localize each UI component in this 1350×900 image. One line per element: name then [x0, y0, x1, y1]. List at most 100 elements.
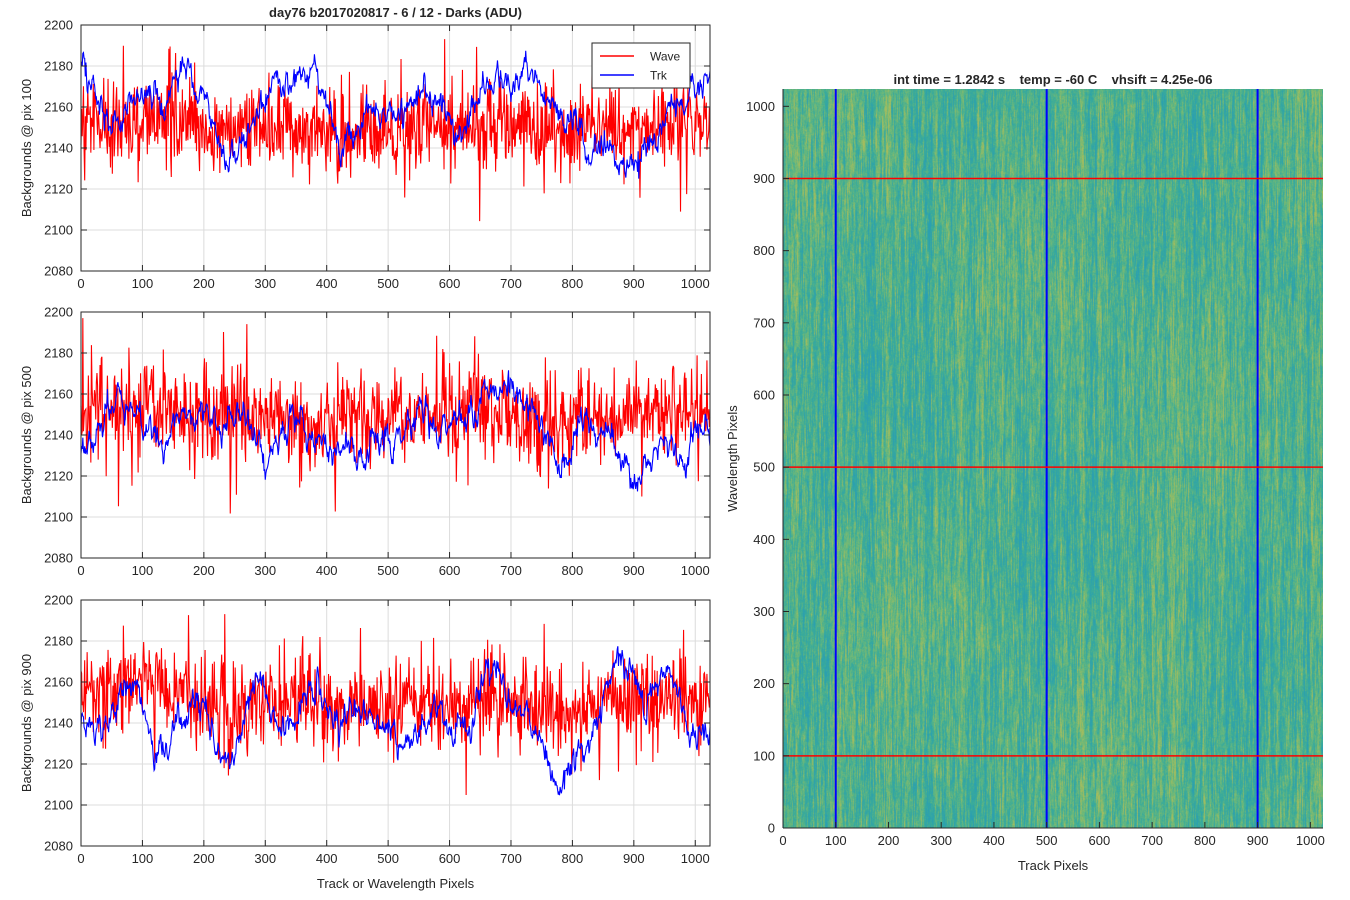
x-tick-label: 400: [316, 851, 338, 866]
y-tick-label: 0: [768, 821, 775, 836]
x-tick-label: 200: [193, 276, 215, 291]
x-tick-label: 1000: [681, 276, 710, 291]
y-tick-label: 2100: [44, 510, 73, 525]
x-tick-label: 600: [439, 563, 461, 578]
y-tick-label: 200: [753, 676, 775, 691]
x-tick-label: 0: [779, 833, 786, 848]
y-tick-label: 2120: [44, 757, 73, 772]
x-tick-label: 100: [825, 833, 847, 848]
y-tick-label: 2180: [44, 634, 73, 649]
x-axis-label: Track Pixels: [1018, 858, 1089, 873]
legend-box: [591, 42, 691, 89]
y-tick-label: 2080: [44, 264, 73, 279]
y-tick-label: 2100: [44, 223, 73, 238]
x-tick-label: 0: [77, 851, 84, 866]
y-tick-label: 2200: [44, 305, 73, 320]
x-tick-label: 700: [500, 563, 522, 578]
x-tick-label: 200: [193, 851, 215, 866]
y-tick-label: 2160: [44, 387, 73, 402]
y-tick-label: 500: [753, 460, 775, 475]
series-line-trk: [80, 50, 711, 179]
x-tick-label: 300: [254, 276, 276, 291]
y-tick-label: 2140: [44, 141, 73, 156]
axes-pix500: 0 100 200 300 400 500 600 700 800 900 1000 2080 2100…: [19, 305, 711, 578]
y-tick-label: 2160: [44, 675, 73, 690]
legend-label-wave: Wave: [650, 50, 681, 64]
x-tick-label: 1000: [1296, 833, 1325, 848]
chart-title: int time = 1.2842 s temp = -60 C vhsift …: [893, 72, 1212, 87]
x-tick-label: 800: [562, 851, 584, 866]
x-tick-label: 200: [193, 563, 215, 578]
series-line-wave: [80, 614, 711, 796]
y-tick-label: 2180: [44, 59, 73, 74]
x-tick-label: 700: [500, 276, 522, 291]
axes-heatmap: 0 100 200 300 400 500 600 700 800 900 1000 0 100 200 3…: [725, 72, 1325, 873]
y-axis-label: Backgrounds @ pix 900: [19, 654, 34, 792]
x-tick-label: 600: [1089, 833, 1111, 848]
x-tick-label: 400: [316, 563, 338, 578]
x-tick-label: 0: [77, 563, 84, 578]
x-tick-label: 500: [377, 563, 399, 578]
legend: Wave Trk: [591, 42, 691, 89]
series-line-wave: [80, 39, 711, 222]
x-tick-label: 500: [377, 276, 399, 291]
series-line-trk: [80, 370, 711, 492]
x-tick-label: 300: [930, 833, 952, 848]
x-tick-label: 100: [132, 851, 154, 866]
x-tick-label: 1000: [681, 563, 710, 578]
x-tick-label: 200: [878, 833, 900, 848]
y-tick-label: 700: [753, 315, 775, 330]
x-tick-label: 800: [562, 563, 584, 578]
series-line-wave: [80, 318, 711, 514]
x-tick-label: 500: [1036, 833, 1058, 848]
chart-title: day76 b2017020817 - 6 / 12 - Darks (ADU): [269, 5, 522, 20]
heatmap-image: [783, 89, 1323, 828]
x-tick-label: 100: [132, 563, 154, 578]
y-tick-label: 300: [753, 604, 775, 619]
x-tick-label: 900: [1247, 833, 1269, 848]
x-tick-label: 600: [439, 276, 461, 291]
y-tick-label: 100: [753, 748, 775, 763]
y-tick-label: 2120: [44, 469, 73, 484]
y-tick-label: 2200: [44, 593, 73, 608]
y-tick-label: 2200: [44, 18, 73, 33]
y-tick-label: 800: [753, 243, 775, 258]
y-tick-label: 900: [753, 171, 775, 186]
y-tick-label: 400: [753, 532, 775, 547]
y-axis-label: Backgrounds @ pix 100: [19, 79, 34, 217]
x-tick-label: 700: [500, 851, 522, 866]
axes-pix100: 0 100 200 300 400 500 600 700 800 900 1000 2080 2100…: [19, 5, 711, 291]
y-tick-label: 2140: [44, 716, 73, 731]
legend-label-trk: Trk: [650, 69, 668, 83]
y-tick-label: 2160: [44, 100, 73, 115]
x-axis-label: Track or Wavelength Pixels: [317, 876, 475, 891]
y-tick-label: 2080: [44, 839, 73, 854]
x-tick-label: 300: [254, 563, 276, 578]
x-tick-label: 900: [623, 276, 645, 291]
y-axis-label: Backgrounds @ pix 500: [19, 366, 34, 504]
y-axis-label: Wavelength Pixels: [725, 405, 740, 512]
y-tick-label: 600: [753, 387, 775, 402]
y-tick-label: 2180: [44, 346, 73, 361]
x-tick-label: 600: [439, 851, 461, 866]
series-line-trk: [80, 646, 711, 796]
y-tick-label: 2140: [44, 428, 73, 443]
y-tick-label: 2120: [44, 182, 73, 197]
x-tick-label: 400: [316, 276, 338, 291]
x-tick-label: 0: [77, 276, 84, 291]
axes-pix900: 0 100 200 300 400 500 600 700 800 900 1000 2080 2100…: [19, 593, 711, 891]
x-tick-label: 400: [983, 833, 1005, 848]
x-tick-label: 1000: [681, 851, 710, 866]
x-tick-label: 800: [1194, 833, 1216, 848]
x-tick-label: 900: [623, 851, 645, 866]
x-tick-label: 900: [623, 563, 645, 578]
x-tick-label: 100: [132, 276, 154, 291]
x-tick-label: 700: [1141, 833, 1163, 848]
y-tick-label: 1000: [746, 99, 775, 114]
x-tick-label: 500: [377, 851, 399, 866]
x-tick-label: 800: [562, 276, 584, 291]
y-tick-label: 2080: [44, 551, 73, 566]
x-tick-label: 300: [254, 851, 276, 866]
y-tick-label: 2100: [44, 798, 73, 813]
